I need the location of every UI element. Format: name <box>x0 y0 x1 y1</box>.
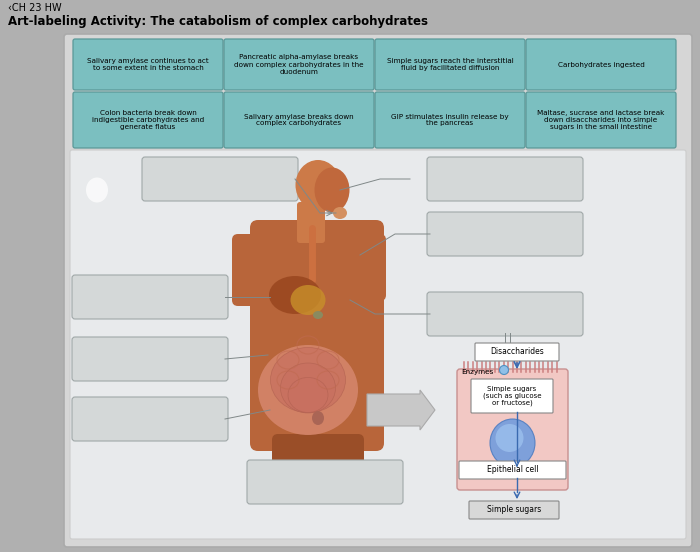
FancyBboxPatch shape <box>224 39 374 90</box>
Ellipse shape <box>86 178 108 203</box>
Text: GIP stimulates insulin release by
the pancreas: GIP stimulates insulin release by the pa… <box>391 114 509 126</box>
Ellipse shape <box>500 365 508 374</box>
FancyBboxPatch shape <box>475 343 559 361</box>
Text: Carbohydrates ingested: Carbohydrates ingested <box>558 61 645 67</box>
Ellipse shape <box>270 348 346 412</box>
Ellipse shape <box>288 378 328 412</box>
FancyBboxPatch shape <box>247 460 403 504</box>
FancyBboxPatch shape <box>427 292 583 336</box>
Text: Enzymes: Enzymes <box>461 369 493 375</box>
Ellipse shape <box>269 276 321 314</box>
FancyBboxPatch shape <box>459 461 566 479</box>
FancyBboxPatch shape <box>224 92 374 148</box>
Text: Disaccharides: Disaccharides <box>490 348 544 357</box>
Text: Salivary amylase breaks down
complex carbohydrates: Salivary amylase breaks down complex car… <box>244 114 354 126</box>
Ellipse shape <box>333 207 347 219</box>
Text: Epithelial cell: Epithelial cell <box>486 465 538 475</box>
Ellipse shape <box>314 167 349 213</box>
FancyBboxPatch shape <box>526 92 676 148</box>
FancyBboxPatch shape <box>250 220 384 451</box>
Ellipse shape <box>281 363 335 413</box>
FancyBboxPatch shape <box>526 39 676 90</box>
FancyBboxPatch shape <box>73 39 223 90</box>
Ellipse shape <box>290 285 326 315</box>
FancyBboxPatch shape <box>427 157 583 201</box>
FancyBboxPatch shape <box>64 34 692 547</box>
FancyBboxPatch shape <box>471 379 553 413</box>
FancyBboxPatch shape <box>72 337 228 381</box>
Ellipse shape <box>313 311 323 319</box>
FancyBboxPatch shape <box>427 212 583 256</box>
Text: Simple sugars: Simple sugars <box>487 506 541 514</box>
FancyBboxPatch shape <box>72 275 228 319</box>
Text: Maltase, sucrase and lactase break
down disaccharides into simple
sugars in the : Maltase, sucrase and lactase break down … <box>538 110 665 130</box>
Text: Art-labeling Activity: The catabolism of complex carbohydrates: Art-labeling Activity: The catabolism of… <box>8 15 428 28</box>
Ellipse shape <box>295 160 340 210</box>
FancyBboxPatch shape <box>272 434 364 476</box>
Text: ‹CH 23 HW: ‹CH 23 HW <box>8 3 62 13</box>
Ellipse shape <box>258 345 358 435</box>
Text: Simple sugars
(such as glucose
or fructose): Simple sugars (such as glucose or fructo… <box>483 385 541 406</box>
FancyBboxPatch shape <box>232 234 294 306</box>
FancyBboxPatch shape <box>70 150 686 539</box>
FancyBboxPatch shape <box>342 234 386 301</box>
Text: Colon bacteria break down
indigestible carbohydrates and
generate flatus: Colon bacteria break down indigestible c… <box>92 110 204 130</box>
Text: Pancreatic alpha-amylase breaks
down complex carbohydrates in the
duodenum: Pancreatic alpha-amylase breaks down com… <box>234 55 364 75</box>
FancyBboxPatch shape <box>142 157 298 201</box>
Ellipse shape <box>312 411 324 425</box>
Ellipse shape <box>496 424 524 452</box>
FancyBboxPatch shape <box>73 92 223 148</box>
Text: Simple sugars reach the interstitial
fluid by facilitated diffusion: Simple sugars reach the interstitial flu… <box>386 58 513 71</box>
FancyBboxPatch shape <box>375 39 525 90</box>
FancyBboxPatch shape <box>297 202 325 243</box>
FancyBboxPatch shape <box>457 369 568 490</box>
FancyBboxPatch shape <box>469 501 559 519</box>
FancyBboxPatch shape <box>72 397 228 441</box>
Text: Salivary amylase continues to act
to some extent in the stomach: Salivary amylase continues to act to som… <box>87 58 209 71</box>
FancyArrow shape <box>367 390 435 430</box>
Ellipse shape <box>490 419 535 467</box>
FancyBboxPatch shape <box>375 92 525 148</box>
